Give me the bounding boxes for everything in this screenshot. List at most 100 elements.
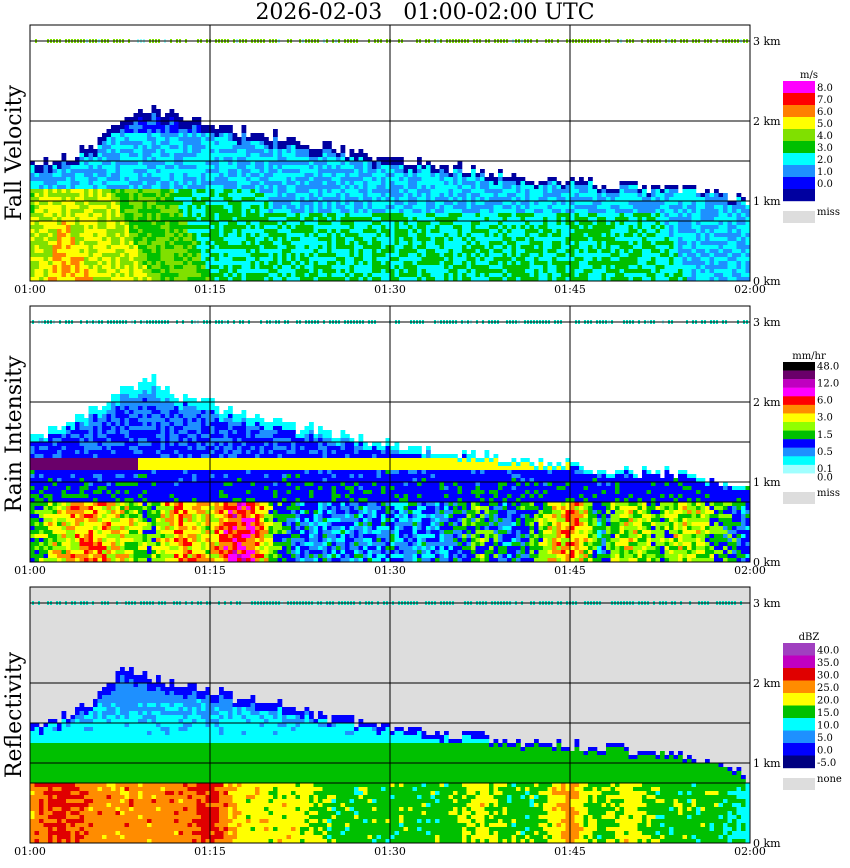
y-tick-label: 1 km (753, 195, 781, 208)
x-tick-label: 01:00 (14, 564, 46, 577)
legend-label: 48.0 (817, 361, 839, 372)
y-axis-label: Rain Intensity (2, 355, 27, 512)
legend-swatch (783, 464, 815, 474)
y-tick-label: 2 km (753, 396, 781, 409)
x-tick-label: 01:00 (14, 283, 46, 296)
legend-label: 1.5 (817, 430, 833, 441)
legend-swatch (783, 379, 815, 388)
plot-frame (29, 586, 751, 844)
y-tick-label: 1 km (753, 757, 781, 770)
legend-swatch (783, 141, 815, 154)
plot-frame (29, 305, 751, 563)
legend-swatch (783, 117, 815, 130)
legend-swatch (783, 680, 815, 694)
legend-swatch (783, 447, 815, 457)
legend-label: 6.0 (817, 107, 833, 118)
legend-label: 0.1 (817, 464, 833, 475)
grid-lines (30, 306, 750, 562)
y-axis-label: Reflectivity (2, 651, 27, 778)
legend-miss-swatch (783, 778, 815, 790)
legend-swatch (783, 655, 815, 669)
legend-swatch (783, 93, 815, 106)
legend-label: 1.0 (817, 167, 833, 178)
legend-label: 12.0 (817, 378, 839, 389)
legend-unit: dBZ (799, 632, 820, 643)
y-tick-label: 3 km (753, 316, 781, 329)
echo-cells (30, 105, 751, 281)
echo-cells (30, 374, 751, 562)
legend-label: 20.0 (817, 696, 839, 707)
legend-label: 3.0 (817, 413, 833, 424)
panel-reflectivity: Reflectivity 01:00 01:15 01:30 01:45 02:000 k… (2, 586, 842, 858)
legend-swatch (783, 105, 815, 118)
legend-label: 5.0 (817, 119, 833, 130)
legend-swatch (783, 404, 815, 414)
y-tick-label: 2 km (753, 677, 781, 690)
legend-label: 35.0 (817, 658, 839, 669)
x-tick-label: 01:30 (374, 845, 406, 858)
legend-label: 0.0 (817, 473, 833, 484)
legend-miss-swatch (783, 492, 815, 504)
legend-swatch (783, 439, 815, 448)
legend-unit: m/s (800, 70, 818, 81)
legend-label: 6.0 (817, 396, 833, 407)
legend-swatch (783, 422, 815, 431)
legend-swatch (783, 370, 815, 380)
legend-swatch (783, 396, 815, 406)
y-tick-label: 3 km (753, 597, 781, 610)
legend-miss-label: none (817, 774, 842, 785)
grid-lines (30, 25, 750, 281)
legend-label: 40.0 (817, 646, 839, 657)
x-tick-label: 02:00 (734, 283, 766, 296)
x-tick-label: 01:45 (554, 283, 586, 296)
legend-unit: mm/hr (792, 351, 826, 362)
legend-swatch (783, 643, 815, 656)
x-tick-label: 01:30 (374, 283, 406, 296)
legend-swatch (783, 705, 815, 719)
x-tick-label: 01:15 (194, 845, 226, 858)
grid-lines (30, 587, 750, 843)
x-tick-label: 01:30 (374, 564, 406, 577)
x-tick-label: 01:15 (194, 283, 226, 296)
panel-fall-velocity: Fall Velocity 01:00 01:15 01:30 01:45 02:000 … (2, 24, 840, 296)
x-tick-label: 01:45 (554, 845, 586, 858)
legend-swatch (783, 153, 815, 166)
legend-swatch (783, 730, 815, 744)
y-tick-label: 0 km (753, 556, 781, 569)
x-tick-label: 01:00 (14, 845, 46, 858)
legend-swatch (783, 387, 815, 397)
legend-label: 2.0 (817, 155, 833, 166)
x-tick-label: 01:15 (194, 564, 226, 577)
legend-swatch (783, 165, 815, 178)
legend: dBZ 40.035.0 30.025.0 20.015.0 10.05.0 0.0-5.… (783, 632, 842, 790)
x-tick-label: 02:00 (734, 564, 766, 577)
legend-swatch (783, 473, 815, 483)
legend-swatch (783, 81, 815, 94)
y-tick-label: 3 km (753, 35, 781, 48)
legend-swatch (783, 129, 815, 142)
legend-swatch (783, 362, 815, 371)
legend-label: 4.0 (817, 131, 833, 142)
legend-label: 25.0 (817, 683, 839, 694)
legend-swatch (783, 693, 815, 706)
legend: m/s 8.07.06.05.04.03.02.01.00.0 miss (783, 70, 840, 223)
y-axis-label: Fall Velocity (2, 85, 27, 221)
x-tick-label: 01:45 (554, 564, 586, 577)
legend-swatch (783, 668, 815, 681)
legend-label: 0.5 (817, 447, 833, 458)
echo-cells (30, 667, 751, 843)
legend-miss-label: miss (817, 488, 840, 499)
legend-label: 7.0 (817, 95, 833, 106)
legend-swatch (783, 718, 815, 731)
page-title: 2026-02-03 01:00-02:00 UTC (255, 0, 595, 25)
legend-miss-label: miss (817, 207, 840, 218)
legend-label: 15.0 (817, 708, 839, 719)
legend-swatch (783, 755, 815, 769)
y-tick-label: 0 km (753, 275, 781, 288)
legend-label: 10.0 (817, 721, 839, 732)
legend-swatch (783, 177, 815, 190)
